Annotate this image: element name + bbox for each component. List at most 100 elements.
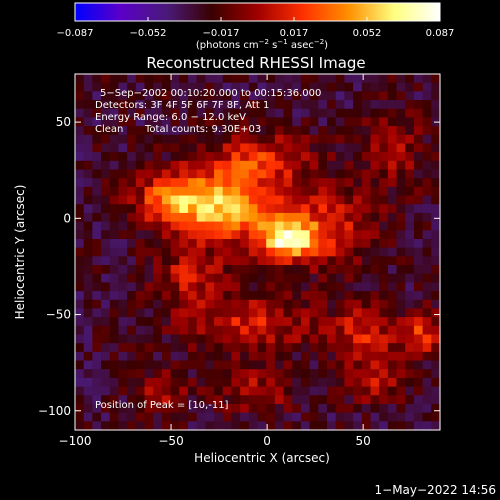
heatmap-cell <box>83 117 93 127</box>
heatmap-cell <box>274 91 285 101</box>
x-tick-label: 50 <box>356 434 371 448</box>
heatmap-cell <box>387 221 398 231</box>
heatmap-cell <box>413 152 424 162</box>
heatmap-cell <box>379 273 389 283</box>
heatmap-cell <box>170 143 180 153</box>
heatmap-cell <box>274 126 285 136</box>
heatmap-cell <box>144 247 154 257</box>
heatmap-cell <box>422 91 432 101</box>
heatmap-cell <box>205 178 215 188</box>
heatmap-cell <box>379 178 389 188</box>
heatmap-cell <box>274 403 285 414</box>
heatmap-cell <box>327 377 337 388</box>
heatmap-cell <box>379 369 389 379</box>
heatmap-cell <box>187 212 198 223</box>
heatmap-cell <box>274 204 285 214</box>
heatmap-cell <box>144 100 154 110</box>
heatmap-cell <box>179 178 189 188</box>
heatmap-cell <box>240 395 250 405</box>
heatmap-cell <box>387 108 398 119</box>
heatmap-cell <box>257 91 267 101</box>
heatmap-cell <box>127 143 137 153</box>
heatmap-cell <box>179 74 189 84</box>
heatmap-cell <box>92 82 102 92</box>
heatmap-cell <box>179 325 189 336</box>
heatmap-cell <box>161 91 172 101</box>
heatmap-cell <box>283 186 293 197</box>
heatmap-cell <box>431 143 441 153</box>
heatmap-cell <box>205 317 215 327</box>
heatmap-cell <box>196 334 206 344</box>
heatmap-cell <box>274 169 285 179</box>
heatmap-cell <box>257 403 267 414</box>
heatmap-cell <box>335 178 345 188</box>
heatmap-cell <box>405 291 415 301</box>
heatmap-cell <box>75 169 85 179</box>
heatmap-cell <box>101 256 111 266</box>
heatmap-cell <box>405 308 415 318</box>
heatmap-cell <box>118 178 128 188</box>
annotation-peak: Position of Peak = [10,-11] <box>95 400 229 411</box>
heatmap-cell <box>75 317 85 327</box>
heatmap-cell <box>379 204 389 214</box>
heatmap-cell <box>222 421 233 431</box>
heatmap-cell <box>231 195 241 205</box>
heatmap-cell <box>214 247 224 257</box>
heatmap-cell <box>127 360 137 370</box>
heatmap-cell <box>222 238 233 249</box>
heatmap-cell <box>118 395 128 405</box>
heatmap-cell <box>127 395 137 405</box>
heatmap-cell <box>118 256 128 266</box>
heatmap-cell <box>396 334 406 344</box>
heatmap-cell <box>179 82 189 92</box>
heatmap-cell <box>292 308 302 318</box>
heatmap-cell <box>344 134 354 145</box>
heatmap-cell <box>196 377 206 388</box>
heatmap-cell <box>335 317 345 327</box>
heatmap-cell <box>344 256 354 266</box>
heatmap-cell <box>309 160 319 171</box>
heatmap-cell <box>179 143 189 153</box>
heatmap-cell <box>292 169 302 179</box>
heatmap-cell <box>405 317 415 327</box>
heatmap-cell <box>205 412 215 422</box>
heatmap-cell <box>240 230 250 240</box>
heatmap-cell <box>353 134 363 145</box>
heatmap-cell <box>135 351 146 362</box>
heatmap-cell <box>283 412 293 422</box>
heatmap-cell <box>344 369 354 379</box>
heatmap-cell <box>75 403 85 414</box>
heatmap-cell <box>300 256 311 266</box>
heatmap-cell <box>422 369 432 379</box>
heatmap-cell <box>109 334 120 344</box>
heatmap-cell <box>187 256 198 266</box>
heatmap-cell <box>344 377 354 388</box>
heatmap-cell <box>248 282 259 292</box>
heatmap-cell <box>205 325 215 336</box>
heatmap-cell <box>153 74 163 84</box>
heatmap-cell <box>422 169 432 179</box>
heatmap-cell <box>353 100 363 110</box>
heatmap-cell <box>292 273 302 283</box>
heatmap-cell <box>118 273 128 283</box>
heatmap-cell <box>161 334 172 344</box>
heatmap-cell <box>300 230 311 240</box>
heatmap-cell <box>127 377 137 388</box>
heatmap-cell <box>422 291 432 301</box>
heatmap-cell <box>75 221 85 231</box>
heatmap-cell <box>300 334 311 344</box>
plot-frame <box>74 73 441 431</box>
heatmap-cell <box>413 412 424 422</box>
heatmap-cell <box>274 395 285 405</box>
heatmap-cell <box>161 230 172 240</box>
heatmap-cell <box>214 108 224 119</box>
heatmap-cell <box>170 369 180 379</box>
heatmap-cell <box>75 143 85 153</box>
heatmap-cell <box>248 308 259 318</box>
heatmap-cell <box>83 91 93 101</box>
heatmap-cell <box>431 204 441 214</box>
heatmap-cell <box>283 169 293 179</box>
heatmap-cell <box>248 212 259 223</box>
heatmap-cell <box>144 265 154 275</box>
heatmap-cell <box>335 421 345 431</box>
